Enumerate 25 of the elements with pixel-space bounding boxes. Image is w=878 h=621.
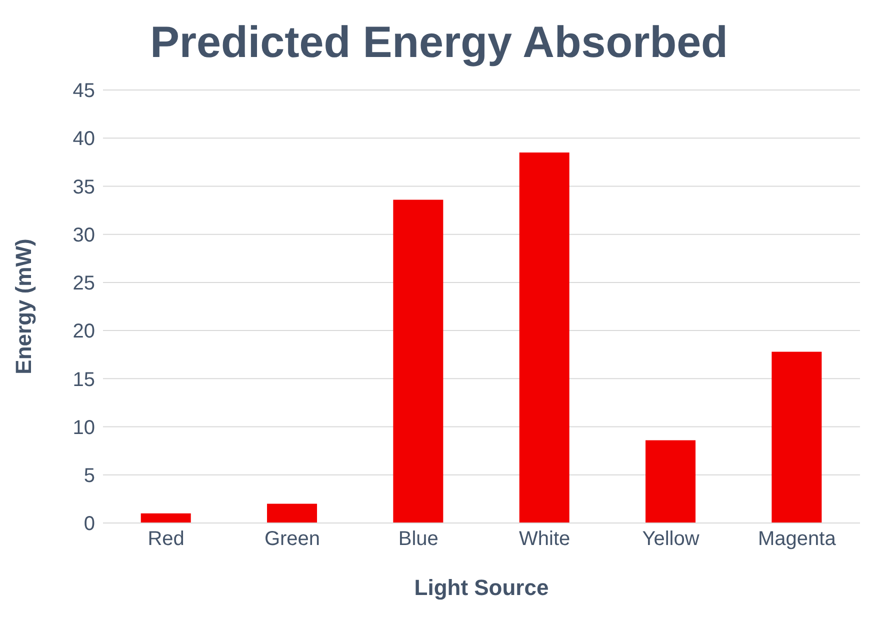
y-tick-label: 40 — [72, 128, 95, 150]
x-tick-label: Red — [148, 528, 184, 550]
y-tick-label: 5 — [84, 464, 95, 487]
y-axis-title: Energy (mW) — [10, 238, 36, 374]
bar — [646, 440, 696, 523]
x-tick-label: Magenta — [758, 528, 837, 550]
bar — [519, 152, 570, 523]
x-axis-title: Light Source — [414, 575, 549, 600]
bar — [267, 504, 318, 523]
bar — [772, 352, 822, 523]
x-tick-label: White — [519, 528, 570, 550]
bar — [140, 513, 191, 523]
y-tick-label: 10 — [72, 416, 95, 439]
x-tick-label: Yellow — [642, 528, 700, 550]
y-tick-label: 0 — [84, 513, 95, 536]
y-tick-label: 35 — [72, 176, 95, 198]
chart-title: Predicted Energy Absorbed — [149, 17, 729, 69]
y-tick-label: 25 — [72, 272, 95, 295]
y-tick-label: 45 — [72, 80, 95, 102]
y-tick-label: 15 — [72, 368, 95, 391]
bar — [393, 200, 444, 523]
x-tick-label: Green — [264, 528, 320, 550]
y-tick-label: 20 — [72, 320, 95, 343]
y-tick-label: 30 — [72, 224, 95, 246]
x-tick-label: Blue — [398, 528, 438, 550]
